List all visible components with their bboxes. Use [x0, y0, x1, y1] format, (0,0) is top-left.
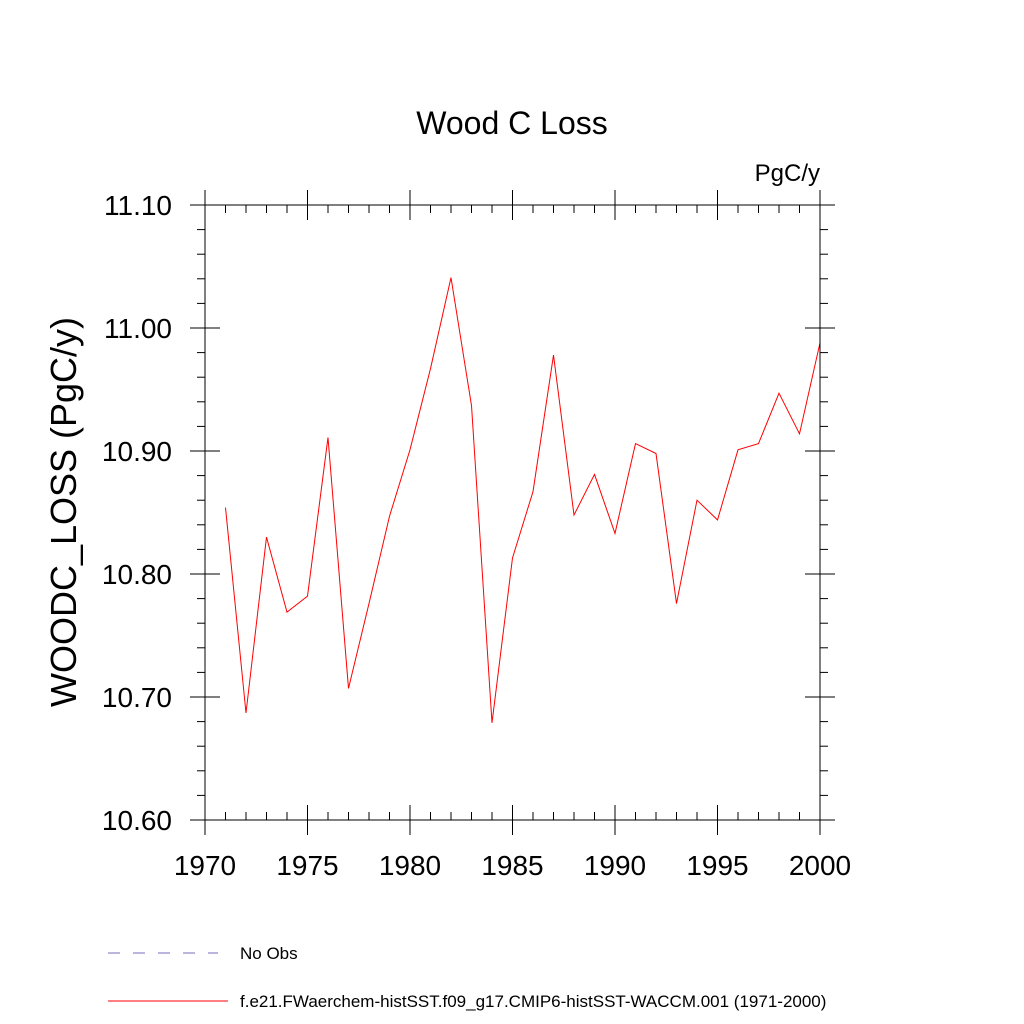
plot-frame [204, 204, 821, 821]
y-axis-tick-labels: 10.60 10.70 10.80 10.90 11.00 11.10 [102, 190, 172, 836]
y-tick-label: 11.10 [104, 190, 172, 221]
series-line [225, 277, 821, 723]
x-tick-label: 1970 [174, 850, 236, 881]
y-axis-label: WOODC_LOSS (PgC/y) [43, 317, 84, 707]
chart-title: Wood C Loss [416, 105, 608, 141]
legend: No Obs f.e21.FWaerchem-histSST.f09_g17.C… [108, 944, 826, 1011]
y-tick-label: 11.00 [104, 313, 172, 344]
x-tick-label: 1980 [379, 850, 441, 881]
y-tick-label: 10.60 [102, 805, 172, 836]
units-label: PgC/y [755, 160, 820, 187]
legend-label-no-obs: No Obs [240, 944, 298, 963]
x-tick-label: 1990 [584, 850, 646, 881]
x-tick-label: 1995 [686, 850, 748, 881]
legend-label-model-run: f.e21.FWaerchem-histSST.f09_g17.CMIP6-hi… [240, 992, 826, 1011]
x-tick-label: 2000 [789, 850, 851, 881]
y-tick-label: 10.80 [102, 559, 172, 590]
x-axis-ticks [204, 190, 821, 835]
x-tick-label: 1975 [276, 850, 338, 881]
x-tick-label: 1985 [481, 850, 543, 881]
y-tick-label: 10.70 [102, 682, 172, 713]
series-group [225, 277, 821, 723]
y-axis-ticks [190, 204, 835, 821]
y-tick-label: 10.90 [102, 436, 172, 467]
x-axis-tick-labels: 1970 1975 1980 1985 1990 1995 2000 [174, 850, 851, 881]
